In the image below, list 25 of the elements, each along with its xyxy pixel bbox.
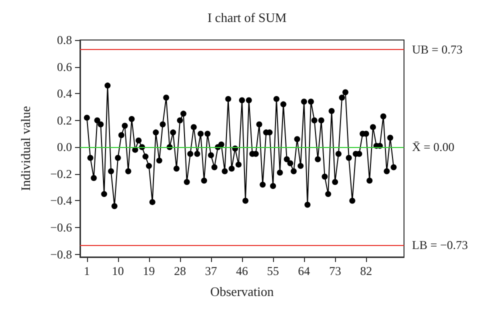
y-tick-label: −0.2 xyxy=(50,166,72,181)
x-tick-label: 1 xyxy=(84,264,90,278)
y-tick-label: 0.2 xyxy=(57,113,72,128)
x-tick-label: 64 xyxy=(298,264,310,278)
y-tick-label: 0.4 xyxy=(57,86,72,101)
chart-title: I chart of SUM xyxy=(207,10,287,25)
x-axis-title: Observation xyxy=(210,284,274,299)
x-tick-label: 10 xyxy=(112,264,124,278)
ref-line-label: X̄ = 0.00 xyxy=(412,140,454,154)
x-tick-label: 82 xyxy=(360,264,372,278)
y-tick-label: −0.8 xyxy=(50,247,72,262)
x-tick-label: 55 xyxy=(267,264,280,278)
y-tick-label: 0.6 xyxy=(57,60,72,74)
x-tick-label: 46 xyxy=(236,264,248,278)
x-tick-label: 28 xyxy=(174,264,186,278)
y-tick-label: 0.8 xyxy=(57,33,72,47)
x-tick-label: 73 xyxy=(329,264,342,278)
y-tick-label: −0.6 xyxy=(50,220,72,235)
y-axis-title: Individual value xyxy=(18,106,33,191)
ref-line-label: UB = 0.73 xyxy=(412,42,462,56)
x-tick-label: 19 xyxy=(142,264,155,278)
y-tick-label: 0.0 xyxy=(57,140,72,154)
x-tick-label: 37 xyxy=(204,264,217,278)
ref-line-label: LB = −0.73 xyxy=(412,238,468,252)
y-tick-label: −0.4 xyxy=(50,194,72,208)
